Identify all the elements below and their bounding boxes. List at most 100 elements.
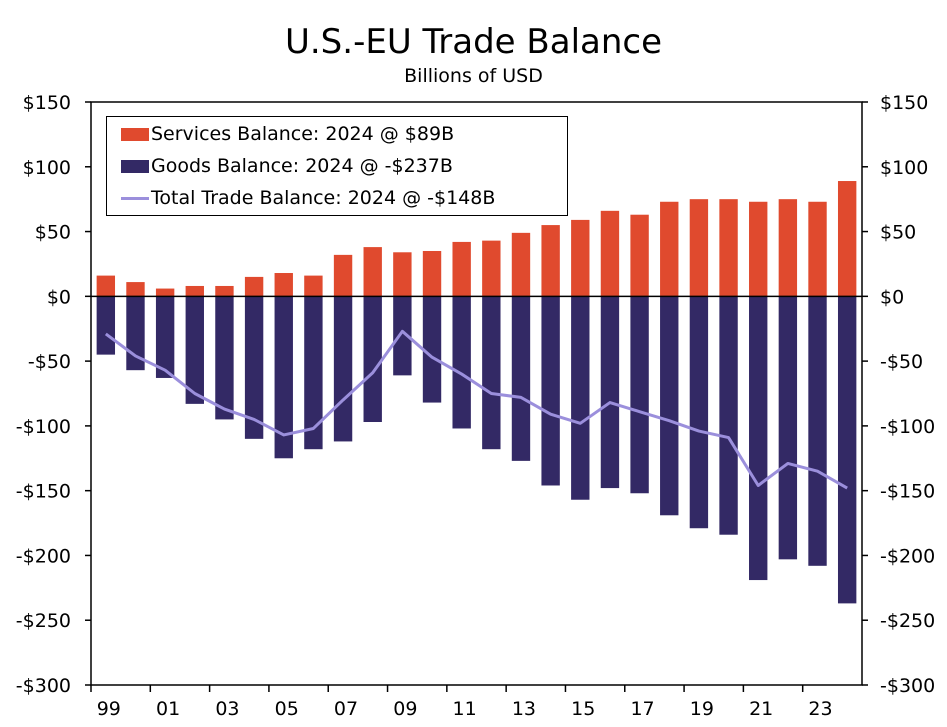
services-bar-2013	[511, 232, 531, 297]
services-bar-2000	[126, 282, 145, 297]
services-bar-2019	[689, 199, 709, 297]
legend-label-services: Services Balance: 2024 @ $89B	[151, 123, 455, 145]
goods-bar-2006	[304, 296, 323, 450]
goods-bar-2024	[837, 296, 857, 604]
plot-frame	[90, 101, 863, 686]
x-tick-label: 07	[334, 698, 358, 720]
x-tick-label: 21	[749, 698, 773, 720]
x-tick-label: 23	[808, 698, 832, 720]
services-bar-2015	[571, 219, 590, 297]
right-axis-labels: $150 $100 $50 $0 -$50 -$100 -$150 -$200 -$250 -$3…	[880, 92, 935, 697]
goods-bar-2003	[215, 296, 234, 420]
legend-item-total: Total Trade Balance: 2024 @ -$148B	[121, 183, 495, 213]
services-bar-2018	[660, 201, 679, 297]
left-tick-label: $50	[35, 222, 71, 244]
x-tick-label: 99	[97, 698, 121, 720]
goods-bar-2010	[422, 296, 442, 403]
services-bar-1999	[96, 275, 116, 297]
services-bar-2022	[778, 199, 798, 297]
services-bar-2012	[482, 240, 501, 297]
services-bar-2001	[155, 288, 175, 297]
services-bar-2024	[837, 181, 857, 297]
services-bar-2002	[185, 285, 204, 297]
services-bar-2004	[244, 276, 264, 297]
right-tick-label: -$150	[880, 481, 935, 503]
left-tick-label: -$150	[16, 481, 71, 503]
services-bar-2010	[422, 250, 442, 297]
left-tick-label: -$200	[16, 545, 71, 567]
services-bar-2005	[274, 273, 293, 297]
goods-bar-2009	[393, 296, 412, 376]
services-bar-2016	[600, 210, 620, 297]
ticks-group	[85, 101, 868, 692]
goods-bar-2001	[155, 296, 175, 378]
goods-bar-2023	[808, 296, 827, 566]
left-axis-labels: $150 $100 $50 $0 -$50 -$100 -$150 -$200 -$250 -$3…	[16, 92, 71, 697]
right-tick-label: -$100	[880, 416, 935, 438]
services-bar-2006	[304, 275, 323, 297]
goods-bar-2019	[689, 296, 709, 529]
goods-bar-2021	[749, 296, 768, 581]
left-tick-label: $0	[47, 286, 71, 308]
goods-bar-2017	[630, 296, 649, 494]
goods-bar-2004	[244, 296, 264, 439]
legend-item-goods: Goods Balance: 2024 @ -$237B	[121, 151, 453, 181]
x-tick-label: 17	[630, 698, 654, 720]
goods-bar-2018	[660, 296, 679, 516]
goods-bar-2008	[363, 296, 382, 423]
total-line-swatch	[121, 196, 149, 200]
services-bar-2021	[749, 201, 768, 297]
goods-bar-2011	[452, 296, 471, 429]
left-tick-label: -$250	[16, 610, 71, 632]
right-tick-label: $100	[880, 157, 928, 179]
left-tick-label: -$300	[16, 675, 71, 697]
right-tick-label: $150	[880, 92, 928, 114]
x-tick-label: 01	[156, 698, 180, 720]
services-bar-2017	[630, 214, 649, 297]
x-tick-label: 13	[512, 698, 536, 720]
x-tick-label: 15	[571, 698, 595, 720]
x-tick-label: 03	[215, 698, 239, 720]
goods-bar-2022	[778, 296, 798, 560]
x-tick-label: 11	[453, 698, 477, 720]
goods-swatch	[121, 159, 149, 173]
chart-title: U.S.-EU Trade Balance	[284, 22, 663, 62]
chart-subtitle: Billions of USD	[404, 65, 543, 87]
goods-bar-2012	[482, 296, 501, 450]
services-bar-2008	[363, 247, 382, 297]
right-tick-label: $0	[880, 286, 904, 308]
services-bar-2014	[541, 225, 560, 297]
services-bar-2009	[393, 252, 412, 297]
legend-label-goods: Goods Balance: 2024 @ -$237B	[151, 155, 453, 177]
services-bar-2011	[452, 241, 471, 297]
services-bar-2020	[719, 199, 738, 297]
legend-label-total: Total Trade Balance: 2024 @ -$148B	[151, 187, 496, 209]
x-tick-label: 19	[690, 698, 714, 720]
right-tick-label: -$200	[880, 545, 935, 567]
goods-bar-1999	[96, 296, 116, 355]
legend-item-services: Services Balance: 2024 @ $89B	[121, 119, 454, 149]
goods-bar-2013	[511, 296, 531, 461]
line-group	[104, 329, 848, 490]
goods-bar-2015	[571, 296, 590, 500]
legend: Services Balance: 2024 @ $89B Goods Bala…	[106, 116, 568, 216]
services-bar-2003	[215, 285, 234, 297]
x-tick-label: 05	[275, 698, 299, 720]
right-tick-label: $50	[880, 222, 916, 244]
services-bar-2007	[333, 254, 353, 297]
goods-bar-2016	[600, 296, 620, 489]
x-axis-labels: 99 01 03 05 07 09 11 13 15 17 19 21 23	[97, 698, 833, 720]
bars-group	[96, 181, 857, 604]
right-tick-label: -$50	[880, 351, 923, 373]
services-swatch	[121, 127, 149, 141]
left-tick-label: -$100	[16, 416, 71, 438]
goods-bar-2002	[185, 296, 204, 404]
goods-bar-2005	[274, 296, 293, 459]
services-bar-2023	[808, 201, 827, 297]
total-trade-balance-line	[104, 329, 848, 490]
left-tick-label: $150	[23, 92, 71, 114]
goods-bar-2014	[541, 296, 560, 486]
left-tick-label: $100	[23, 157, 71, 179]
right-tick-label: -$300	[880, 675, 935, 697]
